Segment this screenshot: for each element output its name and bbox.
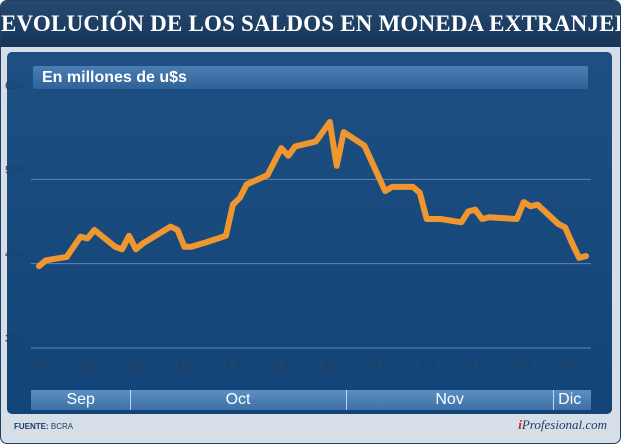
- y-tick-label-600: 600: [5, 80, 23, 92]
- source-label: FUENTE:: [14, 422, 49, 431]
- unit-banner: [33, 66, 588, 89]
- month-label-nov: Nov: [435, 391, 464, 408]
- x-tick-label-21: 21: [466, 359, 484, 376]
- x-tick-label-14: 14: [418, 359, 436, 376]
- brand-prefix: i: [518, 417, 522, 432]
- month-label-sep: Sep: [66, 391, 95, 408]
- source-note: FUENTE: BCRA: [14, 422, 73, 431]
- source-value: BCRA: [50, 422, 74, 431]
- month-label-oct: Oct: [225, 391, 251, 408]
- month-divider: [345, 390, 347, 410]
- x-tick-label-24: 24: [272, 359, 290, 376]
- month-divider: [553, 390, 555, 410]
- x-tick-label-07: 07: [369, 359, 387, 376]
- month-label-dic: Dic: [558, 391, 582, 408]
- month-axis-bar: [31, 390, 591, 410]
- x-tick-label-17: 17: [224, 359, 242, 376]
- x-tick-label-10: 10: [176, 359, 194, 376]
- y-tick-label-400: 400: [5, 249, 23, 261]
- brand-logo: iProfesional.com: [518, 417, 607, 433]
- y-tick-label-300: 300: [5, 333, 23, 345]
- chart-title: EVOLUCIÓN DE LOS SALDOS EN MONEDA EXTRAN…: [1, 1, 620, 47]
- unit-label: En millones de u$s: [42, 69, 187, 86]
- month-divider: [130, 390, 132, 410]
- x-tick-label-31: 31: [321, 359, 339, 376]
- x-tick-label-03: 03: [127, 359, 145, 376]
- x-tick-label-26: 26: [79, 359, 97, 376]
- series-line-0: [36, 119, 589, 270]
- x-tick-label-19: 19: [30, 359, 48, 376]
- plot-panel: [7, 52, 612, 414]
- x-tick-label-28: 28: [515, 359, 533, 376]
- brand-main: Profesional.com: [521, 417, 607, 432]
- y-tick-label-500: 500: [5, 164, 23, 176]
- x-tick-label-05: 05: [563, 359, 581, 376]
